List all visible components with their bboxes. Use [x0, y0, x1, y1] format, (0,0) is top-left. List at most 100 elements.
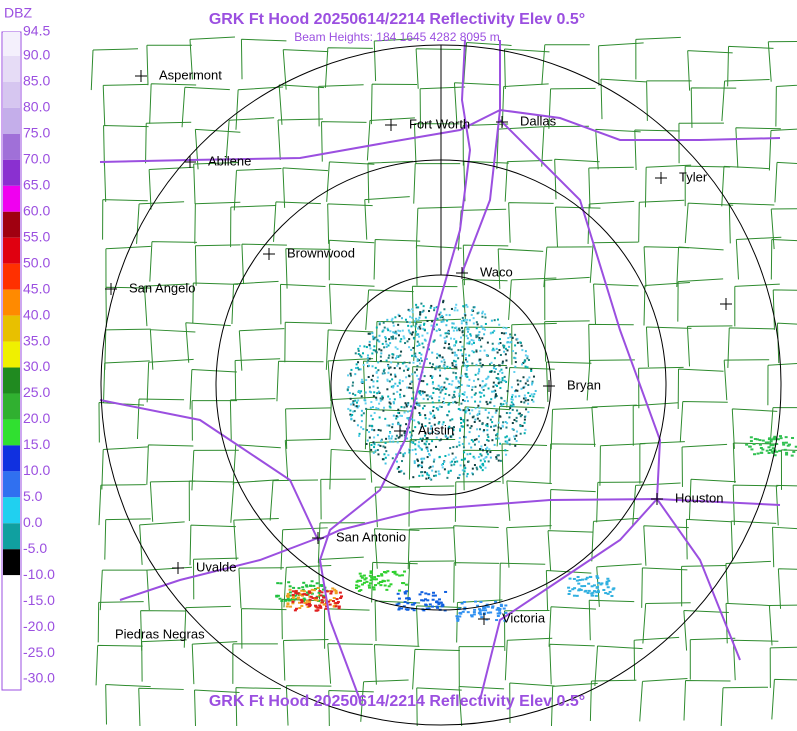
echo	[373, 436, 376, 439]
echo	[349, 397, 352, 400]
echo	[442, 301, 445, 304]
echo	[407, 597, 411, 600]
echo	[473, 457, 476, 460]
echo	[387, 395, 390, 398]
echo	[395, 453, 398, 456]
highway	[479, 498, 658, 701]
echo	[516, 409, 519, 412]
echo	[510, 398, 513, 401]
echo	[430, 304, 433, 307]
echo	[381, 458, 384, 461]
county-line	[732, 442, 779, 483]
echo	[364, 391, 367, 394]
echo	[419, 327, 422, 330]
county-line	[683, 680, 731, 721]
echo	[378, 334, 381, 337]
echo	[588, 575, 592, 578]
echo	[455, 366, 458, 369]
echo	[472, 613, 476, 616]
echo	[471, 350, 474, 353]
echo	[429, 427, 432, 430]
echo	[438, 354, 441, 357]
echo	[504, 347, 507, 350]
echo	[348, 392, 351, 395]
echo	[458, 395, 461, 398]
echo	[403, 361, 406, 364]
echo	[470, 338, 473, 341]
echo	[758, 439, 762, 442]
echo	[512, 350, 515, 353]
echo	[362, 428, 365, 431]
echo	[360, 426, 363, 429]
echo	[377, 453, 380, 456]
echo	[334, 592, 338, 595]
echo	[433, 339, 436, 342]
echo	[361, 380, 364, 383]
county-line	[95, 644, 143, 686]
echo	[374, 349, 377, 352]
echo	[572, 594, 576, 597]
echo	[431, 381, 434, 384]
echo	[460, 336, 463, 339]
echo	[784, 441, 788, 444]
echo	[595, 575, 599, 578]
echo	[394, 437, 397, 440]
echo	[490, 319, 493, 322]
echo	[413, 460, 416, 463]
echo	[392, 335, 395, 338]
echo	[299, 598, 303, 601]
echo	[465, 321, 468, 324]
echo	[409, 436, 412, 439]
echo	[483, 328, 486, 331]
county-line	[689, 637, 736, 680]
echo	[431, 376, 434, 379]
echo	[458, 329, 461, 332]
echo	[442, 318, 445, 321]
legend-label: 0.0	[23, 514, 43, 530]
county-line	[238, 567, 284, 609]
echo	[294, 590, 298, 593]
echo	[500, 404, 503, 407]
echo	[428, 422, 431, 425]
echo	[781, 441, 785, 444]
county-line	[98, 484, 146, 526]
county-line	[767, 41, 797, 82]
echo	[387, 435, 390, 438]
echo	[436, 352, 439, 355]
echo	[424, 471, 427, 474]
echo	[370, 448, 373, 451]
echo	[426, 394, 429, 397]
county-line	[545, 570, 592, 611]
legend-label: -20.0	[23, 618, 55, 634]
echo	[451, 351, 454, 354]
echo	[373, 429, 376, 432]
echo	[418, 335, 421, 338]
echo	[370, 424, 373, 427]
echo	[392, 324, 395, 327]
color-swatch	[3, 419, 20, 446]
echo	[481, 423, 484, 426]
echo	[753, 437, 757, 440]
echo	[421, 439, 424, 442]
echo	[399, 396, 402, 399]
echo	[462, 409, 465, 412]
echo	[527, 411, 530, 414]
echo	[511, 408, 514, 411]
echo	[506, 442, 509, 445]
echo	[469, 427, 472, 430]
echo	[530, 368, 533, 371]
echo	[432, 406, 435, 409]
county-line	[413, 123, 460, 164]
echo	[482, 449, 485, 452]
echo	[523, 394, 526, 397]
echo	[349, 413, 352, 416]
echo	[469, 452, 472, 455]
city-marker	[543, 380, 555, 392]
echo	[461, 329, 464, 332]
echo	[388, 398, 391, 401]
echo	[567, 592, 571, 595]
echo	[308, 604, 312, 607]
echo	[474, 392, 477, 395]
echo	[458, 615, 462, 618]
echo	[498, 415, 501, 418]
